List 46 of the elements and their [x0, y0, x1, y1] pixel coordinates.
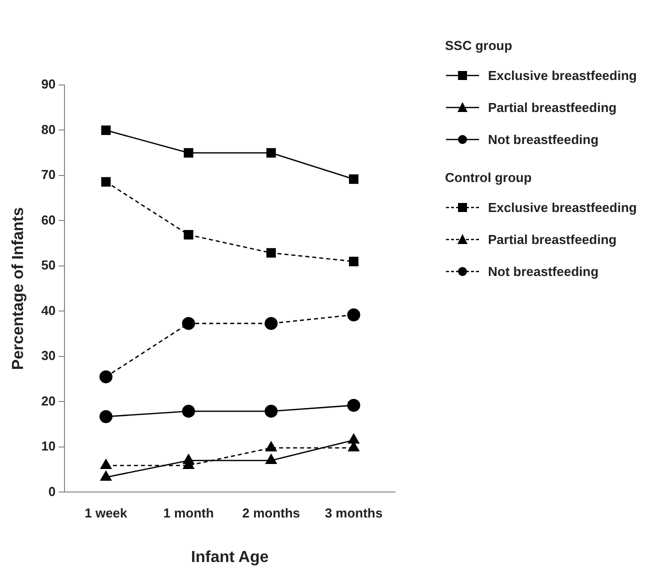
point: [266, 248, 276, 258]
point: [182, 316, 196, 330]
point: [266, 148, 276, 158]
y-axis-title: Percentage of Infants: [10, 207, 28, 370]
point: [184, 148, 194, 158]
x-tick-label: 3 months: [324, 506, 383, 521]
point: [264, 404, 278, 418]
point: [99, 410, 112, 424]
point: [347, 308, 360, 322]
y-tick-label: 60: [41, 212, 56, 228]
legend-label: Partial breastfeeding: [488, 232, 617, 247]
y-tick-label: 0: [48, 484, 56, 499]
point: [265, 441, 277, 452]
y-tick-label: 90: [41, 76, 56, 92]
point: [348, 174, 358, 184]
y-tick-label: 30: [41, 348, 56, 364]
point: [100, 459, 112, 470]
legend-label: Exclusive breastfeeding: [488, 68, 637, 83]
legend-label: Not breastfeeding: [488, 132, 599, 147]
point: [348, 256, 358, 266]
point: [348, 434, 360, 444]
point: [101, 126, 111, 135]
point: [100, 470, 112, 481]
legend-label: Exclusive breastfeeding: [488, 200, 637, 215]
point: [182, 454, 194, 464]
point: [99, 370, 112, 384]
y-tick-label: 20: [41, 393, 56, 408]
x-axis-title: Infant Age: [191, 548, 269, 566]
legend-label: Not breastfeeding: [488, 264, 599, 279]
point: [182, 404, 196, 418]
y-tick-label: 10: [41, 438, 56, 454]
x-tick-label: 2 months: [242, 506, 300, 521]
point: [101, 177, 111, 187]
point: [347, 398, 360, 412]
point: [265, 454, 277, 464]
x-tick-label: 1 week: [84, 506, 128, 521]
legend-label: Partial breastfeeding: [488, 100, 617, 115]
y-tick-label: 70: [41, 167, 56, 182]
y-tick-label: 40: [41, 302, 56, 318]
text: Control group: [445, 170, 532, 185]
text: SSC group: [445, 38, 512, 53]
y-tick-label: 50: [41, 258, 56, 273]
point: [184, 230, 194, 240]
y-tick-label: 80: [41, 122, 56, 137]
point: [264, 316, 278, 330]
x-tick-label: 1 month: [163, 506, 214, 521]
